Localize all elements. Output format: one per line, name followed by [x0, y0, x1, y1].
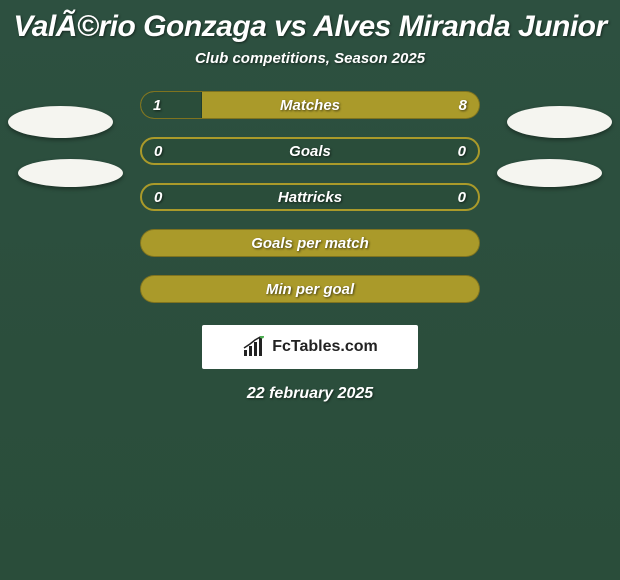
- player-left-avatar: [8, 106, 113, 138]
- date-text: 22 february 2025: [0, 385, 620, 403]
- stat-bar: Hattricks0 0: [140, 183, 480, 211]
- page-title: ValÃ©rio Gonzaga vs Alves Miranda Junior: [0, 0, 620, 50]
- stat-value-left: 0: [154, 139, 162, 163]
- badge-text: FcTables.com: [272, 338, 378, 356]
- stat-value-left: 1: [153, 92, 161, 118]
- stat-label: Goals per match: [141, 230, 479, 256]
- fctables-badge[interactable]: FcTables.com: [202, 325, 418, 369]
- stat-bar: Min per goal: [140, 275, 480, 303]
- stat-bar: Goals0 0: [140, 137, 480, 165]
- player-left-shadow: [18, 159, 123, 187]
- stat-bars: Matches18Goals00Hattricks00Goals per mat…: [140, 91, 480, 303]
- player-right-shadow: [497, 159, 602, 187]
- stat-label: Min per goal: [141, 276, 479, 302]
- stat-value-left: 0: [154, 185, 162, 209]
- stat-label: Goals: [142, 139, 478, 163]
- stat-label: Hattricks: [142, 185, 478, 209]
- chart-icon: [242, 336, 268, 358]
- stat-value-right: 8: [459, 92, 467, 118]
- player-right-avatar: [507, 106, 612, 138]
- stat-value-right: 0: [458, 139, 466, 163]
- subtitle: Club competitions, Season 2025: [0, 50, 620, 67]
- stat-value-right: 0: [458, 185, 466, 209]
- comparison-area: Matches18Goals00Hattricks00Goals per mat…: [0, 91, 620, 303]
- stat-bar: Matches1 8: [140, 91, 480, 119]
- stat-label: Matches: [141, 92, 479, 118]
- stat-bar: Goals per match: [140, 229, 480, 257]
